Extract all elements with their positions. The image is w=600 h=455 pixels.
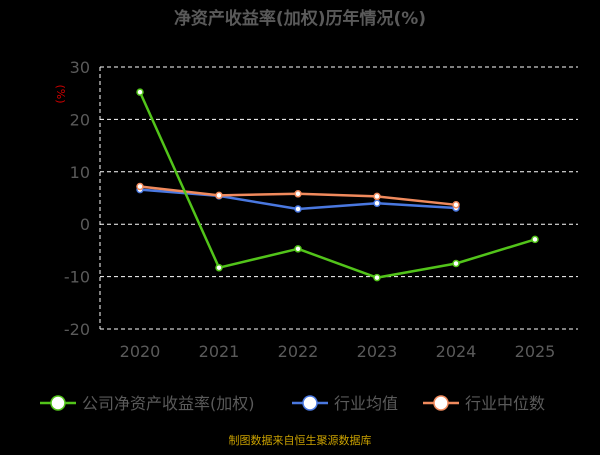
y-axis-unit-label: (%) <box>54 84 67 103</box>
series-line <box>138 91 536 279</box>
legend-item: 公司净资产收益率(加权) <box>40 394 255 413</box>
series-lines <box>136 88 539 282</box>
x-tick-labels: 2020 2021 2022 2023 2024 2025 <box>120 342 556 361</box>
y-tick-label: 0 <box>80 215 90 234</box>
data-point <box>294 205 302 213</box>
data-point <box>215 263 223 272</box>
data-point <box>294 245 302 253</box>
data-point <box>373 199 381 207</box>
data-point <box>294 190 302 198</box>
y-tick-label: 30 <box>70 58 90 77</box>
data-point <box>136 88 144 96</box>
y-tick-labels: 30 20 10 0 -10 -20 <box>64 58 90 339</box>
legend-label: 行业中位数 <box>465 394 545 413</box>
series-0 <box>136 88 539 282</box>
y-tick-label: 20 <box>70 110 90 129</box>
chart-title: 净资产收益率(加权)历年情况(%) <box>174 8 426 29</box>
x-tick-label: 2021 <box>199 342 240 361</box>
legend: 公司净资产收益率(加权) 行业均值 行业中位数 <box>40 394 545 413</box>
x-tick-label: 2022 <box>278 342 319 361</box>
legend-marker <box>50 395 66 411</box>
legend-item: 行业均值 <box>292 394 398 413</box>
x-tick-label: 2023 <box>357 342 398 361</box>
x-tick-label: 2024 <box>436 342 477 361</box>
y-tick-label: -20 <box>64 320 90 339</box>
data-point <box>136 182 144 191</box>
x-tick-label: 2025 <box>515 342 556 361</box>
legend-marker <box>302 395 318 411</box>
data-point <box>531 235 539 244</box>
legend-label: 公司净资产收益率(加权) <box>82 394 255 413</box>
y-tick-label: -10 <box>64 268 90 287</box>
data-point <box>215 191 223 200</box>
data-point <box>452 259 460 268</box>
legend-item: 行业中位数 <box>423 394 545 413</box>
y-tick-label: 10 <box>70 163 90 182</box>
series-2 <box>136 182 460 209</box>
source-note: 制图数据来自恒生聚源数据库 <box>229 433 372 447</box>
data-point <box>373 273 381 282</box>
data-point <box>452 201 460 209</box>
legend-label: 行业均值 <box>334 394 398 413</box>
grid-lines <box>99 66 578 330</box>
data-point <box>373 192 381 201</box>
x-tick-label: 2020 <box>120 342 161 361</box>
legend-marker <box>433 395 449 411</box>
